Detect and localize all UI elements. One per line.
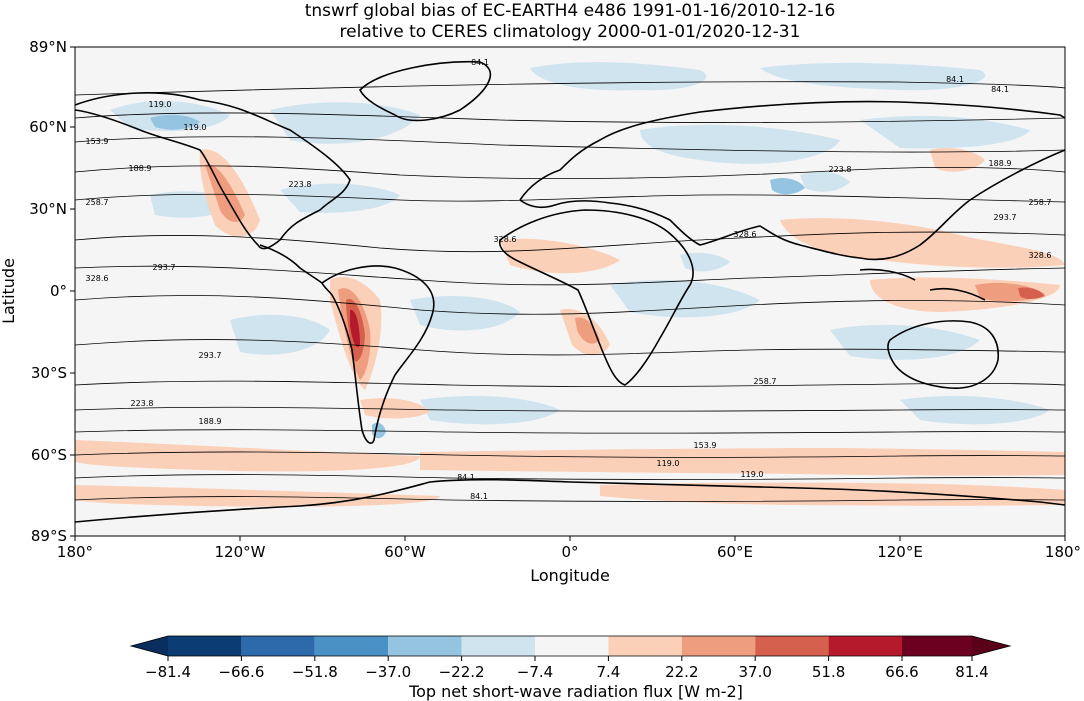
x-tick-label: 180° xyxy=(57,543,93,561)
contour-label: 293.7 xyxy=(153,263,176,272)
contour-label: 188.9 xyxy=(989,159,1012,168)
contour-label: 153.9 xyxy=(86,137,109,146)
north-america-coast xyxy=(75,92,351,250)
contour-label: 258.7 xyxy=(86,198,109,207)
colorbar-tick-label: −66.6 xyxy=(218,663,264,681)
y-tick-label: 60°S xyxy=(31,446,67,464)
contour-labels: 84.1 84.1 84.1 119.0 119.0 153.9 188.9 1… xyxy=(86,58,1052,501)
colorbar-swatch xyxy=(388,636,462,656)
contour-label: 328.6 xyxy=(734,230,757,239)
contour-label: 223.8 xyxy=(131,399,154,408)
colorbar-swatch xyxy=(608,636,682,656)
colorbar-swatch xyxy=(241,636,315,656)
greenland-coast xyxy=(359,60,492,122)
colorbar-tick-label: 66.6 xyxy=(885,663,918,681)
y-tick-label: 0° xyxy=(50,282,67,300)
colorbar-swatch xyxy=(168,636,242,656)
contour-label: 328.6 xyxy=(86,274,109,283)
australia-coast xyxy=(887,320,999,389)
coastlines xyxy=(75,60,1065,523)
contour-label: 119.0 xyxy=(657,459,680,468)
contour-lines xyxy=(75,81,1065,502)
antarctica-coast xyxy=(75,478,1065,523)
colorbar-swatch xyxy=(314,636,389,656)
colorbar-tick-label: 22.2 xyxy=(665,663,698,681)
x-tick-label: 180° xyxy=(1045,543,1081,561)
x-axis: 180° 120°W 60°W 0° 60°E 120°E 180° Longi… xyxy=(57,536,1081,585)
contour-label: 258.7 xyxy=(754,377,777,386)
maritime-continent-coast xyxy=(859,268,986,301)
map-panel: 84.1 84.1 84.1 119.0 119.0 153.9 188.9 1… xyxy=(75,47,1065,536)
south-america-coast xyxy=(320,265,435,444)
x-tick-label: 0° xyxy=(561,543,578,561)
colorbar-swatch xyxy=(681,636,756,656)
y-axis-label: Latitude xyxy=(0,258,18,324)
colorbar-tick-label: 81.4 xyxy=(955,663,988,681)
contour-label: 119.0 xyxy=(741,470,764,479)
strong-negative-bias-fills xyxy=(150,114,805,439)
colorbar-extend-low xyxy=(131,636,168,656)
colorbar-tick-label: −7.4 xyxy=(517,663,553,681)
colorbar-swatch xyxy=(461,636,535,656)
contour-label: 84.1 xyxy=(457,473,475,482)
colorbar-extend-high xyxy=(972,636,1010,656)
y-tick-label: 89°N xyxy=(29,38,67,56)
colorbar-swatch xyxy=(535,636,609,656)
map-title-line1: tnswrf global bias of EC-EARTH4 e486 199… xyxy=(305,1,836,21)
colorbar-tick-label: −37.0 xyxy=(365,663,411,681)
y-tick-label: 30°N xyxy=(29,200,67,218)
y-tick-label: 89°S xyxy=(31,527,67,545)
x-tick-label: 60°W xyxy=(384,543,426,561)
contour-label: 223.8 xyxy=(829,165,852,174)
colorbar-swatch xyxy=(902,636,972,656)
contour-label: 84.1 xyxy=(470,492,488,501)
contour-label: 188.9 xyxy=(129,164,152,173)
contour-label: 258.7 xyxy=(1029,198,1052,207)
colorbar-tick-label: 37.0 xyxy=(738,663,771,681)
colorbar-swatch xyxy=(755,636,829,656)
contour-label: 84.1 xyxy=(471,58,489,67)
eurasia-coast xyxy=(519,100,1065,261)
contour-label: 84.1 xyxy=(946,75,964,84)
y-axis: 89°N 60°N 30°N 0° 30°S 60°S 89°S Latitud… xyxy=(0,38,75,545)
colorbar-swatch xyxy=(828,636,902,656)
central-america-coast xyxy=(259,244,323,284)
x-tick-label: 120°W xyxy=(215,543,266,561)
contour-label: 119.0 xyxy=(149,100,172,109)
y-tick-label: 60°N xyxy=(29,118,67,136)
x-tick-label: 120°E xyxy=(877,543,923,561)
colorbar-label: Top net short-wave radiation flux [W m-2… xyxy=(408,682,743,701)
colorbar-tick-label: −81.4 xyxy=(145,663,191,681)
x-axis-label: Longitude xyxy=(530,566,610,585)
map-title-line2: relative to CERES climatology 2000-01-01… xyxy=(340,22,801,42)
contour-label: 293.7 xyxy=(199,351,222,360)
contour-label: 293.7 xyxy=(994,213,1017,222)
contour-label: 328.6 xyxy=(494,235,517,244)
y-tick-label: 30°S xyxy=(31,364,67,382)
contour-label: 84.1 xyxy=(991,85,1009,94)
colorbar-tick-label: 51.8 xyxy=(812,663,845,681)
contour-label: 188.9 xyxy=(199,417,222,426)
contour-label: 119.0 xyxy=(184,123,207,132)
colorbar-tick-label: −51.8 xyxy=(292,663,338,681)
contour-label: 223.8 xyxy=(289,180,312,189)
strong-positive-bias-fills xyxy=(205,164,1045,380)
colorbar: −81.4 −66.6 −51.8 −37.0 −22.2 −7.4 7.4 2… xyxy=(129,635,1012,701)
x-tick-label: 60°E xyxy=(717,543,753,561)
colorbar-tick-label: −22.2 xyxy=(439,663,485,681)
contour-label: 153.9 xyxy=(694,441,717,450)
africa-coast xyxy=(498,209,694,386)
contour-label: 328.6 xyxy=(1029,251,1052,260)
colorbar-tick-label: 7.4 xyxy=(596,663,620,681)
